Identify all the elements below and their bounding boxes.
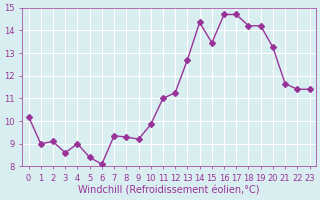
X-axis label: Windchill (Refroidissement éolien,°C): Windchill (Refroidissement éolien,°C): [78, 186, 260, 196]
